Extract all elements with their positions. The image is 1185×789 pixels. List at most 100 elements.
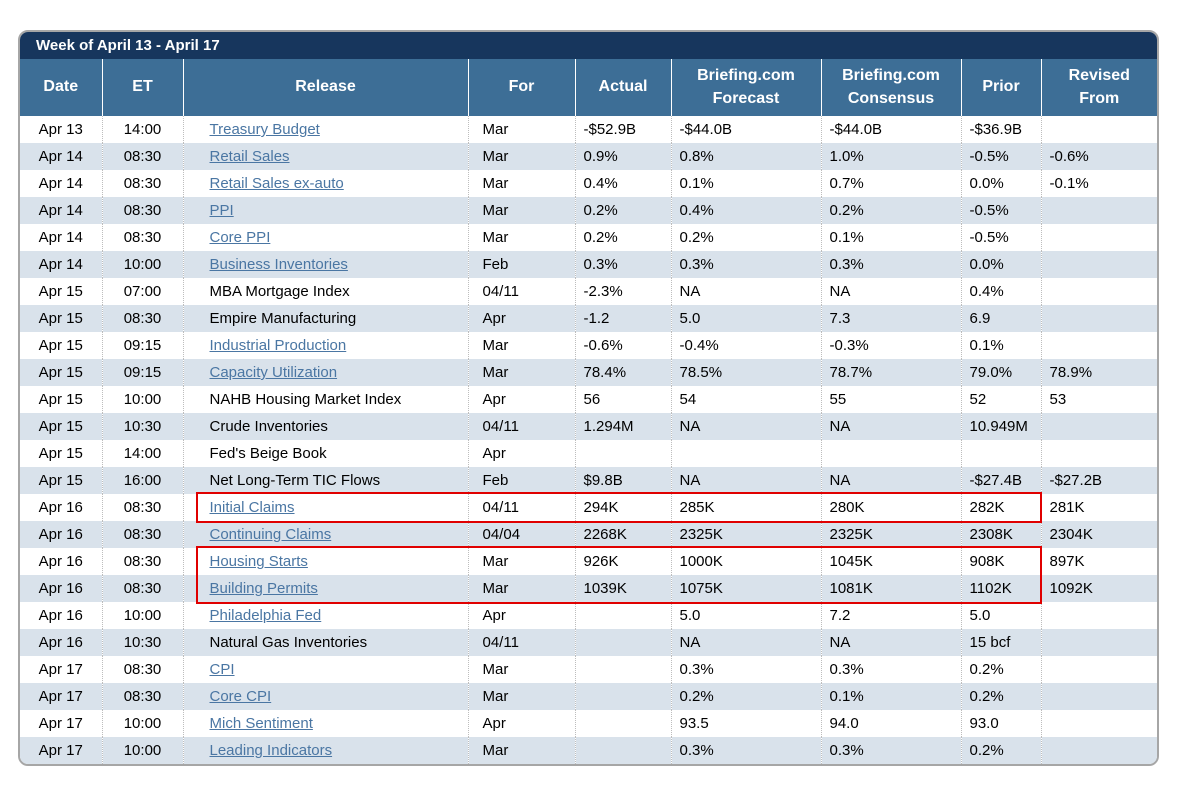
- release-link[interactable]: PPI: [209, 202, 234, 219]
- cell-prior: 5.0: [960, 602, 1041, 629]
- release-link[interactable]: Housing Starts: [209, 553, 308, 570]
- cell-consensus: 1081K: [820, 575, 961, 602]
- cell-for: Mar: [467, 116, 575, 143]
- cell-for: Feb: [467, 467, 575, 494]
- cell-date: Apr 16: [38, 553, 83, 570]
- table-row: Apr 15 07:00 MBA Mortgage Index 04/11 -2.3% N…: [20, 278, 1157, 305]
- cell-revised: [1040, 224, 1157, 251]
- cell-actual: -0.6%: [574, 332, 671, 359]
- cell-date: Apr 15: [38, 391, 83, 408]
- cell-revised: 78.9%: [1040, 359, 1157, 386]
- cell-date: Apr 14: [38, 229, 83, 246]
- release-link[interactable]: Retail Sales: [209, 148, 290, 165]
- cell-actual: 56: [574, 386, 671, 413]
- cell-revised: [1040, 251, 1157, 278]
- table-row: Apr 15 16:00 Net Long-Term TIC Flows Feb $9.…: [20, 467, 1157, 494]
- cell-revised: 897K: [1040, 548, 1157, 575]
- cell-for: Mar: [467, 170, 575, 197]
- cell-et: 09:15: [101, 332, 183, 359]
- table-row: Apr 16 08:30 Housing Starts Mar 926K 1000K 104…: [20, 548, 1157, 575]
- cell-release: NAHB Housing Market Index: [182, 386, 468, 413]
- table-row: Apr 17 10:00 Mich Sentiment Apr 93.5 94.0 93.0: [20, 710, 1157, 737]
- cell-date: Apr 16: [38, 634, 83, 651]
- cell-prior: -$36.9B: [960, 116, 1041, 143]
- cell-prior: 908K: [960, 548, 1041, 575]
- cell-date: Apr 17: [38, 661, 83, 678]
- release-link[interactable]: Building Permits: [209, 580, 318, 597]
- release-link[interactable]: Initial Claims: [209, 499, 295, 516]
- release-link[interactable]: Business Inventories: [209, 256, 348, 273]
- release-link[interactable]: Mich Sentiment: [209, 715, 313, 732]
- cell-consensus: 1045K: [820, 548, 961, 575]
- cell-actual: [574, 440, 671, 467]
- table-row: Apr 15 09:15 Industrial Production Mar -0.6%…: [20, 332, 1157, 359]
- cell-revised: -0.1%: [1040, 170, 1157, 197]
- cell-date: Apr 17: [38, 715, 83, 732]
- cell-et: 14:00: [101, 116, 183, 143]
- cell-prior: 0.0%: [960, 251, 1041, 278]
- cell-actual: 0.2%: [574, 197, 671, 224]
- cell-date: Apr 15: [38, 418, 83, 435]
- cell-actual: 294K: [574, 494, 671, 521]
- cell-date: Apr 15: [38, 364, 83, 381]
- cell-actual: 0.9%: [574, 143, 671, 170]
- column-header-prior: Prior: [960, 59, 1041, 116]
- cell-actual: 78.4%: [574, 359, 671, 386]
- cell-consensus: 0.2%: [820, 197, 961, 224]
- cell-prior: 0.2%: [960, 683, 1041, 710]
- release-text: Crude Inventories: [209, 418, 328, 435]
- economic-calendar-table: Date ET Release For Actual Briefing.com …: [20, 59, 1157, 764]
- release-link[interactable]: Core CPI: [209, 688, 272, 705]
- table-row: Apr 14 08:30 Core PPI Mar 0.2% 0.2% 0.1% -0.5%: [20, 224, 1157, 251]
- cell-for: 04/04: [467, 521, 575, 548]
- cell-revised: [1040, 737, 1157, 764]
- cell-for: Apr: [467, 602, 575, 629]
- table-row: Apr 15 09:15 Capacity Utilization Mar 78.4% 7…: [20, 359, 1157, 386]
- cell-date: Apr 14: [38, 202, 83, 219]
- cell-prior: 0.1%: [960, 332, 1041, 359]
- cell-release: MBA Mortgage Index: [182, 278, 468, 305]
- cell-release: Mich Sentiment: [182, 710, 468, 737]
- release-link[interactable]: Treasury Budget: [209, 121, 320, 138]
- cell-release: Retail Sales ex-auto: [182, 170, 468, 197]
- cell-for: Apr: [467, 440, 575, 467]
- cell-et: 08:30: [101, 683, 183, 710]
- cell-consensus: 78.7%: [820, 359, 961, 386]
- cell-consensus: 0.1%: [820, 224, 961, 251]
- release-link[interactable]: Capacity Utilization: [209, 364, 338, 381]
- cell-forecast: [670, 440, 821, 467]
- table-row: Apr 15 08:30 Empire Manufacturing Apr -1.2 5.…: [20, 305, 1157, 332]
- cell-et: 08:30: [101, 494, 183, 521]
- cell-et: 08:30: [101, 170, 183, 197]
- cell-consensus: -0.3%: [820, 332, 961, 359]
- cell-consensus: 0.7%: [820, 170, 961, 197]
- cell-prior: 0.2%: [960, 737, 1041, 764]
- cell-release: Fed's Beige Book: [182, 440, 468, 467]
- release-link[interactable]: Continuing Claims: [209, 526, 332, 543]
- cell-revised: [1040, 602, 1157, 629]
- economic-calendar-panel: Week of April 13 - April 17 Date ET Rele…: [18, 30, 1159, 766]
- release-link[interactable]: Industrial Production: [209, 337, 347, 354]
- table-row: Apr 15 10:00 NAHB Housing Market Index Apr 5…: [20, 386, 1157, 413]
- cell-date: Apr 14: [38, 256, 83, 273]
- release-link[interactable]: Core PPI: [209, 229, 271, 246]
- cell-forecast: 0.3%: [670, 656, 821, 683]
- cell-actual: -2.3%: [574, 278, 671, 305]
- cell-for: Mar: [467, 197, 575, 224]
- cell-actual: -1.2: [574, 305, 671, 332]
- release-text: Natural Gas Inventories: [209, 634, 368, 651]
- cell-consensus: -$44.0B: [820, 116, 961, 143]
- cell-consensus: 0.3%: [820, 737, 961, 764]
- column-header-for: For: [467, 59, 575, 116]
- release-link[interactable]: CPI: [209, 661, 235, 678]
- cell-revised: [1040, 710, 1157, 737]
- release-link[interactable]: Retail Sales ex-auto: [209, 175, 344, 192]
- cell-et: 08:30: [101, 521, 183, 548]
- cell-forecast: 0.1%: [670, 170, 821, 197]
- cell-for: Mar: [467, 224, 575, 251]
- table-row: Apr 13 14:00 Treasury Budget Mar -$52.9B -$44…: [20, 116, 1157, 143]
- cell-revised: [1040, 683, 1157, 710]
- release-link[interactable]: Leading Indicators: [209, 742, 333, 759]
- table-row: Apr 15 14:00 Fed's Beige Book Apr: [20, 440, 1157, 467]
- release-link[interactable]: Philadelphia Fed: [209, 607, 322, 624]
